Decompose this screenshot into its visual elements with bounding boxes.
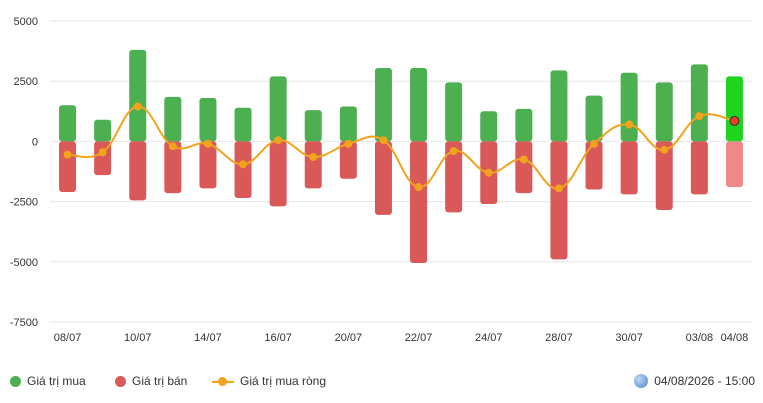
sell-bar <box>374 141 392 215</box>
net-point <box>625 120 634 129</box>
legend-item-sell[interactable]: Giá trị bán <box>115 374 187 388</box>
sell-bar <box>199 141 217 189</box>
legend: Giá trị mua Giá trị bán Giá trị mua ròng… <box>0 370 763 394</box>
buy-bar <box>410 67 428 142</box>
sell-bar <box>585 141 603 190</box>
net-point <box>519 155 528 164</box>
buy-bar <box>129 49 147 142</box>
sell-bar <box>550 141 568 260</box>
grid-layer <box>50 20 752 323</box>
net-point <box>133 102 142 111</box>
buy-bar <box>94 119 112 142</box>
x-tick-label: 24/07 <box>475 332 503 344</box>
sell-bar <box>725 141 743 188</box>
sell-bar <box>339 141 357 179</box>
net-point <box>695 112 704 121</box>
x-tick-label: 03/08 <box>686 332 714 344</box>
globe-icon <box>634 374 649 388</box>
net-point <box>98 148 107 157</box>
buy-bar <box>199 98 217 142</box>
net-point <box>344 139 353 148</box>
buy-bar <box>515 108 533 142</box>
sell-bar <box>445 141 463 213</box>
sell-bar <box>515 141 533 194</box>
buy-bar <box>620 72 638 142</box>
net-point <box>274 136 283 145</box>
sell-bar <box>304 141 322 189</box>
legend-net-label: Giá trị mua ròng <box>240 374 327 388</box>
chart-svg: 5000 2500 0 -2500 -5000 -7500 08/07 10/07 14/07 1… <box>10 16 752 344</box>
legend-net-line-icon <box>212 376 234 387</box>
x-tick-label: 10/07 <box>124 332 152 344</box>
net-point <box>379 136 388 145</box>
axis-layer: 5000 2500 0 -2500 -5000 -7500 08/07 10/07 14/07 1… <box>10 16 748 344</box>
legend-sell-swatch-icon <box>115 375 126 387</box>
buy-bar <box>269 76 287 142</box>
sell-bar <box>59 141 77 192</box>
net-point <box>309 153 318 162</box>
x-tick-label: 22/07 <box>405 332 433 344</box>
buy-bar <box>234 107 252 142</box>
buy-bar <box>550 70 568 142</box>
sell-bar <box>94 141 112 176</box>
x-tick-label: 30/07 <box>615 332 643 344</box>
buy-bar <box>725 76 743 142</box>
y-tick-label: -2500 <box>10 197 38 209</box>
sell-bar <box>129 141 147 201</box>
net-point <box>203 139 212 148</box>
timestamp-text: 04/08/2026 - 15:00 <box>654 374 755 388</box>
sell-bar <box>655 141 673 211</box>
buy-bar <box>164 96 182 142</box>
y-tick-label: -7500 <box>10 317 38 329</box>
net-point <box>590 139 599 148</box>
sell-bar <box>410 141 428 264</box>
legend-sell-label: Giá trị bán <box>132 374 188 388</box>
x-tick-label: 28/07 <box>545 332 573 344</box>
sell-bar <box>690 141 708 195</box>
line-layer <box>63 102 740 193</box>
sell-bar <box>164 141 182 194</box>
x-tick-label: 16/07 <box>264 332 292 344</box>
buy-bar <box>655 82 673 142</box>
x-tick-label: 08/07 <box>54 332 82 344</box>
legend-item-net[interactable]: Giá trị mua ròng <box>212 374 326 388</box>
legend-buy-swatch-icon <box>10 375 21 387</box>
buy-bar <box>445 82 463 142</box>
net-point <box>484 168 493 177</box>
buy-bar <box>374 67 392 142</box>
x-tick-label: 14/07 <box>194 332 222 344</box>
y-tick-label: 0 <box>32 136 38 148</box>
buy-bar <box>480 111 498 142</box>
buy-bar <box>304 110 322 142</box>
buy-bar <box>585 95 603 142</box>
sell-bar <box>620 141 638 195</box>
net-point <box>554 184 563 193</box>
net-point <box>239 160 248 169</box>
legend-item-buy[interactable]: Giá trị mua <box>10 374 86 388</box>
net-point <box>414 183 423 192</box>
y-tick-label: -5000 <box>10 257 38 269</box>
net-point <box>660 145 669 154</box>
net-point <box>729 115 740 126</box>
timestamp: 04/08/2026 - 15:00 <box>634 374 755 388</box>
x-tick-label: 20/07 <box>335 332 363 344</box>
y-tick-label: 2500 <box>14 76 38 88</box>
x-tick-label: 04/08 <box>721 332 749 344</box>
net-point <box>63 150 72 159</box>
buy-bar <box>59 105 77 142</box>
sell-bar <box>234 141 252 198</box>
buy-bar <box>690 64 708 142</box>
buy-bar <box>339 106 357 142</box>
net-point <box>449 147 458 156</box>
legend-buy-label: Giá trị mua <box>27 374 86 388</box>
net-point <box>168 142 177 151</box>
bar-layer <box>59 49 743 264</box>
y-tick-label: 5000 <box>14 16 38 28</box>
sell-bar <box>269 141 287 207</box>
